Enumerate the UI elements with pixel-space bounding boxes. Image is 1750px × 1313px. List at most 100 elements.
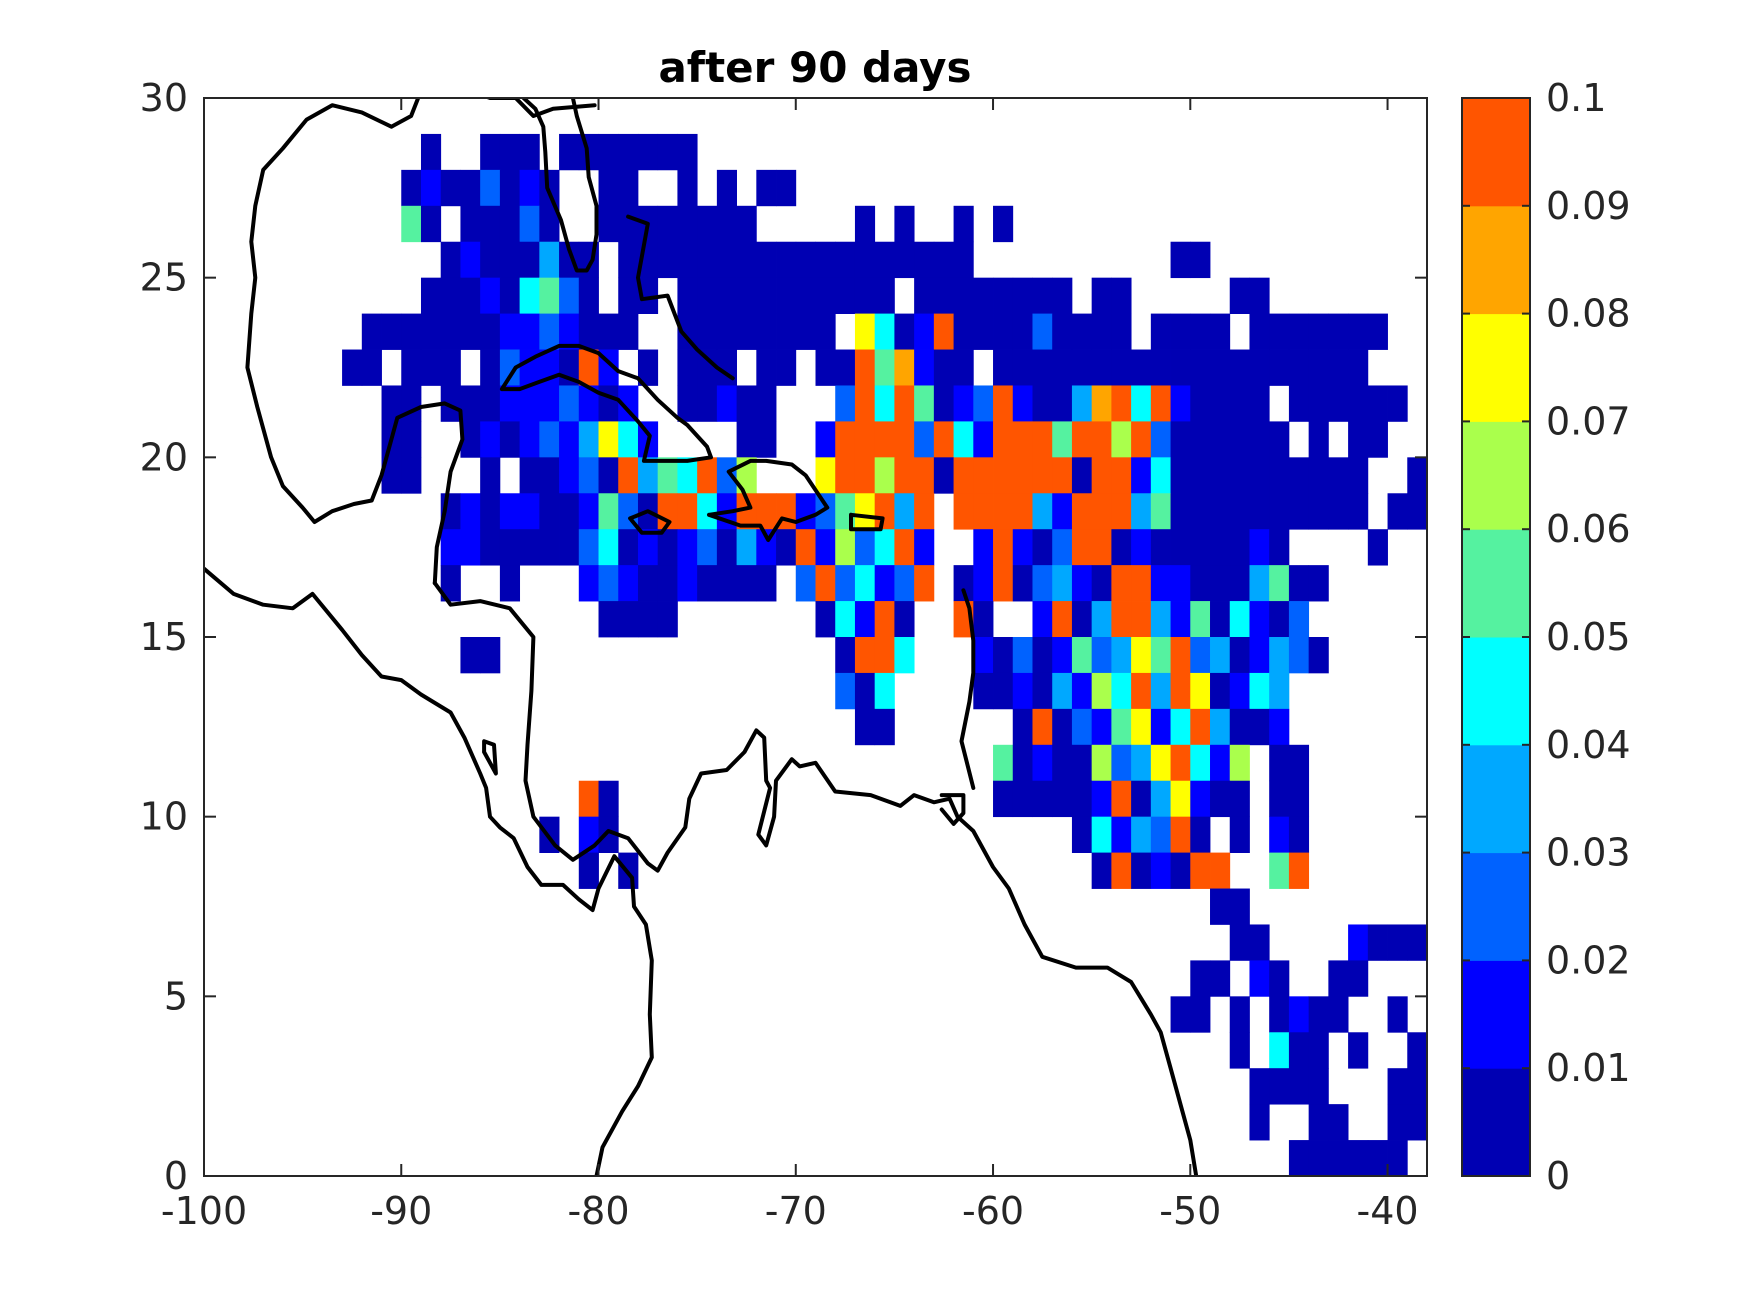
heatmap-cell bbox=[499, 313, 521, 350]
heatmap-cell bbox=[1328, 457, 1349, 494]
heatmap-cell bbox=[933, 241, 954, 279]
heatmap-cell bbox=[539, 421, 560, 458]
x-tick-label: -80 bbox=[567, 1189, 629, 1233]
heatmap-cell bbox=[736, 241, 757, 279]
heatmap-cell bbox=[1052, 672, 1073, 710]
heatmap-cell bbox=[914, 529, 935, 566]
heatmap-cell bbox=[815, 313, 836, 350]
heatmap-cell bbox=[578, 385, 599, 422]
heatmap-cell bbox=[795, 313, 816, 350]
heatmap-cell bbox=[1288, 816, 1310, 853]
coastline bbox=[521, 98, 599, 273]
heatmap-cell bbox=[914, 313, 935, 350]
heatmap-cell bbox=[1131, 349, 1152, 386]
heatmap-cell bbox=[1367, 421, 1388, 458]
heatmap-cell bbox=[973, 313, 994, 350]
heatmap-cell bbox=[598, 601, 619, 638]
heatmap-cell bbox=[1348, 349, 1369, 386]
heatmap-cell bbox=[460, 529, 481, 566]
heatmap-cell bbox=[835, 601, 856, 638]
heatmap-cell bbox=[1328, 1104, 1349, 1141]
heatmap-cell bbox=[1249, 385, 1270, 422]
heatmap-cell bbox=[1131, 637, 1152, 674]
heatmap-cell bbox=[835, 565, 856, 602]
coastline bbox=[959, 588, 976, 790]
heatmap-cell bbox=[1190, 816, 1211, 853]
heatmap-cell bbox=[499, 565, 521, 602]
heatmap-cell bbox=[933, 313, 954, 350]
heatmap-cell bbox=[953, 493, 974, 530]
heatmap-cell bbox=[519, 133, 540, 171]
heatmap-cell bbox=[598, 816, 619, 853]
heatmap-cell bbox=[401, 349, 422, 386]
heatmap-cell bbox=[1111, 780, 1132, 818]
heatmap-cell bbox=[598, 169, 619, 207]
coastline bbox=[628, 509, 672, 535]
heatmap-cell bbox=[874, 708, 895, 746]
heatmap-cell bbox=[835, 241, 856, 279]
heatmap-cell bbox=[1249, 421, 1270, 458]
heatmap-cell bbox=[1071, 529, 1093, 566]
heatmap-cell bbox=[756, 385, 777, 422]
heatmap-cell bbox=[1269, 1032, 1290, 1069]
heatmap-cell bbox=[578, 565, 599, 602]
heatmap-cell bbox=[736, 385, 757, 422]
x-axis: -100 -90 -80 -70 -60 -50 -40 bbox=[161, 98, 1419, 1233]
heatmap-cell bbox=[1269, 565, 1290, 602]
heatmap-cell bbox=[1269, 457, 1290, 494]
heatmap-cell bbox=[1032, 780, 1053, 818]
heatmap-cell bbox=[1150, 852, 1171, 889]
coastline bbox=[939, 793, 966, 826]
heatmap-cell bbox=[776, 241, 797, 279]
heatmap-cell bbox=[480, 349, 501, 386]
heatmap-cell bbox=[677, 205, 698, 243]
heatmap-cell bbox=[578, 349, 599, 386]
heatmap-cell bbox=[1071, 672, 1093, 710]
heatmap-cell bbox=[953, 565, 974, 602]
heatmap-cell bbox=[499, 421, 521, 458]
coastline bbox=[849, 512, 885, 532]
heatmap-cell bbox=[894, 457, 915, 494]
heatmap-cell bbox=[1150, 565, 1171, 602]
heatmap-cell bbox=[1308, 1104, 1329, 1141]
heatmap-cell bbox=[1190, 960, 1211, 997]
heatmap-cell bbox=[1190, 313, 1211, 350]
heatmap-cell bbox=[1052, 421, 1073, 458]
heatmap-cell bbox=[381, 313, 402, 350]
heatmap-cell bbox=[874, 493, 895, 530]
heatmap-cell bbox=[1210, 457, 1231, 494]
heatmap-cell bbox=[1288, 493, 1310, 530]
heatmap-cell bbox=[1150, 529, 1171, 566]
heatmap-cell bbox=[499, 529, 521, 566]
heatmap-cell bbox=[973, 457, 994, 494]
heatmap-cell bbox=[1150, 457, 1171, 494]
heatmap-cell bbox=[1131, 493, 1152, 530]
heatmap-cell bbox=[460, 313, 481, 350]
heatmap-cell bbox=[854, 385, 876, 422]
heatmap-cell bbox=[618, 529, 639, 566]
heatmap-cell bbox=[460, 241, 481, 279]
heatmap-cell bbox=[1288, 852, 1310, 889]
heatmap-cell bbox=[815, 421, 836, 458]
heatmap-cell bbox=[539, 313, 560, 350]
heatmap-cell bbox=[1288, 601, 1310, 638]
heatmap-cell bbox=[1091, 313, 1112, 350]
heatmap-cell bbox=[993, 421, 1014, 458]
heatmap-cell bbox=[953, 349, 974, 386]
heatmap-cell bbox=[1229, 277, 1250, 314]
heatmap-cell bbox=[835, 637, 856, 674]
coastline bbox=[204, 566, 654, 1176]
heatmap-cell bbox=[697, 349, 718, 386]
heatmap-cell bbox=[874, 349, 895, 386]
heatmap-cell bbox=[1091, 816, 1112, 853]
heatmap-cell bbox=[420, 169, 442, 207]
heatmap-cell bbox=[1071, 421, 1093, 458]
heatmap-cell bbox=[499, 133, 521, 171]
heatmap-cell bbox=[1288, 385, 1310, 422]
heatmap-cell bbox=[1288, 457, 1310, 494]
heatmap-cell bbox=[401, 205, 422, 243]
heatmap-cell bbox=[1249, 277, 1270, 314]
heatmap-cell bbox=[598, 421, 619, 458]
heatmap-cell bbox=[1111, 529, 1132, 566]
colorbar-segment bbox=[1462, 421, 1530, 530]
